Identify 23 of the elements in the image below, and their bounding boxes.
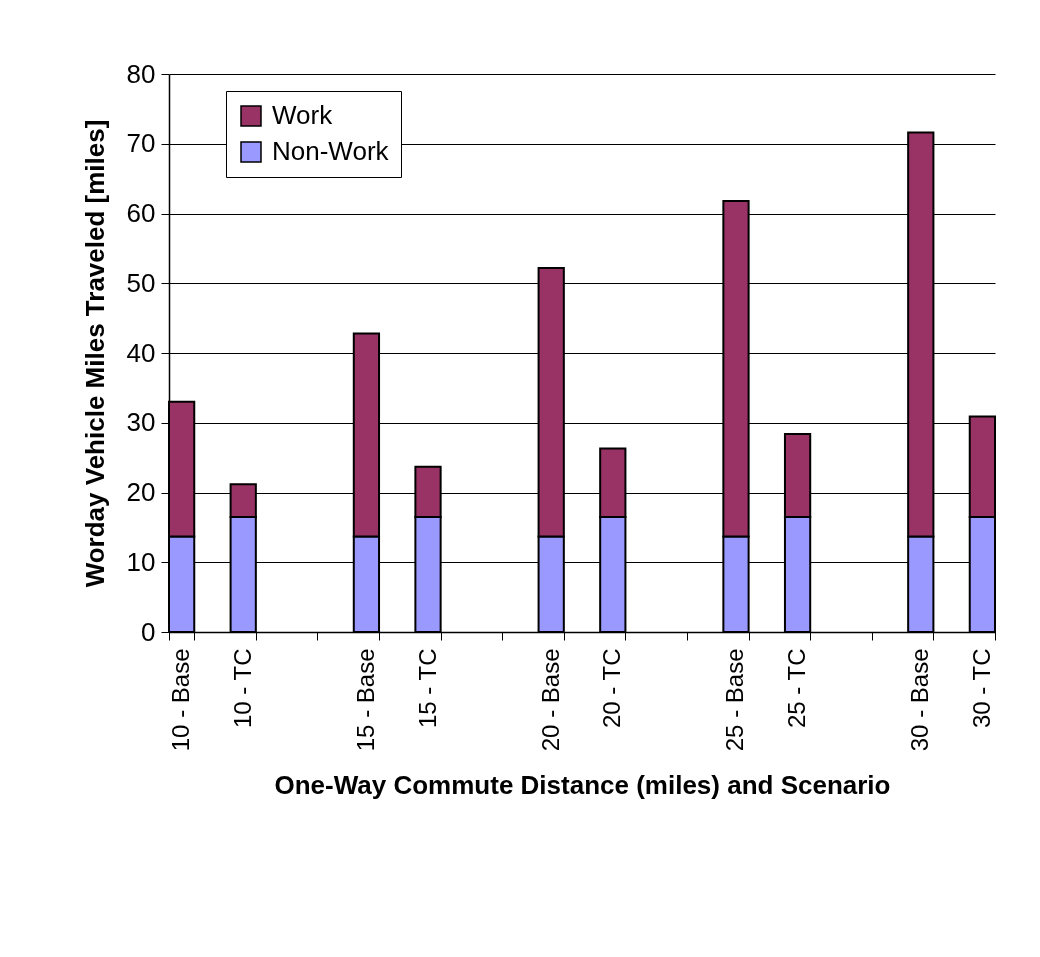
x-tick-label: 30 - TC xyxy=(967,648,995,729)
legend-label: Non-Work xyxy=(272,136,390,166)
x-tick-label: 15 - Base xyxy=(351,648,379,752)
y-tick-label: 30 xyxy=(126,407,156,438)
y-tick-label: 20 xyxy=(126,477,156,507)
x-axis-title: One-Way Commute Distance (miles) and Scenario xyxy=(274,770,891,801)
x-tick-label: 30 - Base xyxy=(906,648,934,752)
legend-label: Work xyxy=(272,100,334,130)
y-tick-label: 40 xyxy=(126,337,156,368)
x-tick-label: 20 - Base xyxy=(536,648,564,752)
y-tick-label: 10 xyxy=(126,546,156,577)
x-tick-label: 10 - TC xyxy=(228,648,256,729)
x-tick-label: 15 - TC xyxy=(413,648,441,729)
y-tick-label: 50 xyxy=(126,267,156,298)
x-tick-label: 20 - TC xyxy=(598,648,626,729)
x-tick-label: 10 - Base xyxy=(167,648,195,752)
x-tick-label: 25 - TC xyxy=(783,648,811,729)
x-tick-label: 25 - Base xyxy=(721,648,749,752)
y-axis-title: Worday Vehicle Miles Traveled [miles] xyxy=(79,119,110,588)
y-tick-label: 0 xyxy=(141,616,156,647)
y-tick-label: 80 xyxy=(126,58,156,89)
y-tick-label: 70 xyxy=(126,128,156,159)
y-tick-label: 60 xyxy=(126,198,156,228)
